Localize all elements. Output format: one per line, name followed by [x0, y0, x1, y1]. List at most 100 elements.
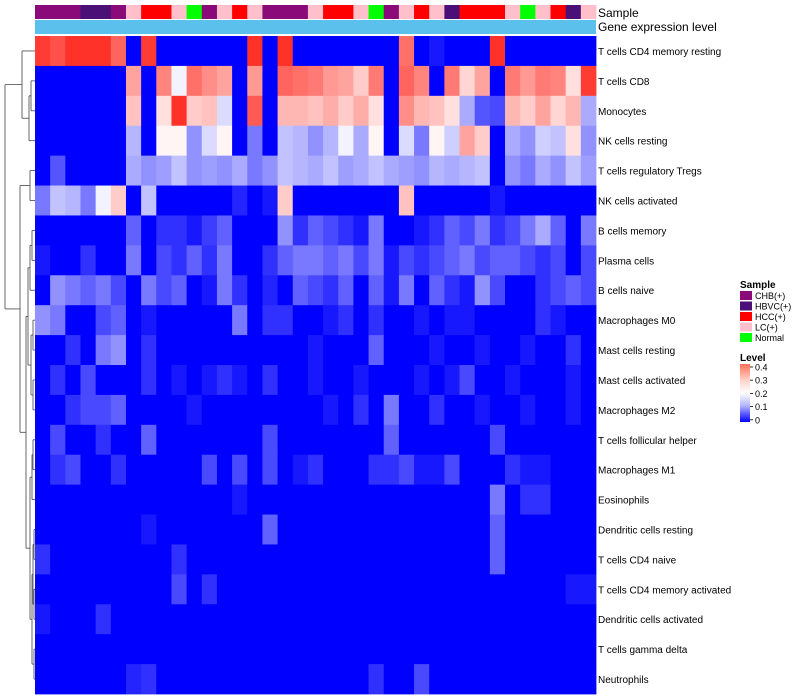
heatmap-cell [565, 36, 582, 67]
heatmap-cell [383, 514, 400, 545]
heatmap-cell [323, 335, 339, 366]
heatmap-cell [80, 305, 97, 336]
heatmap-cell [489, 484, 506, 515]
heatmap-cell [520, 65, 536, 97]
heatmap-cell [156, 65, 172, 97]
heatmap-cell [535, 664, 551, 695]
heatmap-cell [292, 335, 309, 366]
heatmap-cell [368, 275, 385, 306]
heatmap-cell [292, 664, 309, 695]
heatmap-cell [247, 424, 263, 456]
heatmap-cell [520, 424, 536, 456]
heatmap-cell [247, 185, 263, 216]
heatmap-cell [232, 245, 248, 276]
heatmap-cell [535, 394, 551, 426]
heatmap-cell [50, 454, 66, 486]
heatmap-cell [368, 664, 385, 695]
heatmap-cell [110, 604, 127, 635]
heatmap-cell [368, 245, 385, 276]
heatmap-cell [50, 36, 66, 67]
heatmap-cell [535, 305, 551, 336]
annotation-label-gene-expression: Gene expression level [598, 20, 717, 34]
heatmap-cell [459, 125, 476, 157]
heatmap-cell [65, 95, 81, 127]
heatmap-cell [50, 574, 66, 605]
heatmap-cell [292, 215, 309, 246]
heatmap-cell [125, 275, 142, 306]
row-labels: T cells CD4 memory resting T cells CD8 Mon… [598, 47, 731, 686]
heatmap-cell [216, 95, 233, 127]
heatmap-cell [65, 185, 81, 216]
heatmap-cell [156, 215, 172, 246]
heatmap-cell [277, 125, 294, 157]
heatmap-cell [429, 335, 445, 366]
heatmap-cell [141, 305, 157, 336]
heatmap-cell [125, 514, 142, 545]
heatmap-cell [125, 215, 142, 246]
heatmap-cell [232, 125, 248, 157]
heatmap-cell [474, 424, 491, 456]
heatmap-cell [550, 305, 567, 336]
heatmap-cell [550, 245, 567, 276]
heatmap-cell [520, 36, 536, 67]
heatmap-cell [398, 185, 415, 216]
heatmap-cell [50, 125, 66, 157]
heatmap-cell [505, 664, 521, 695]
heatmap-cell [247, 484, 263, 515]
heatmap-cell [307, 484, 324, 515]
heatmap-cell [80, 335, 97, 366]
heatmap-cell [338, 604, 354, 635]
heatmap-cell [232, 215, 248, 246]
heatmap-cell [383, 305, 400, 336]
heatmap-cell [353, 634, 369, 665]
heatmap-cell [171, 275, 188, 306]
heatmap-cell [474, 544, 491, 575]
row-label: Mast cells activated [598, 376, 685, 387]
heatmap-cell [141, 514, 157, 545]
heatmap-cell [277, 365, 294, 396]
heatmap-cell [580, 245, 597, 276]
heatmap-cell [35, 424, 51, 456]
heatmap-cell [307, 245, 324, 276]
heatmap-cell [444, 65, 460, 97]
heatmap-cell [489, 424, 506, 456]
heatmap-cell [186, 305, 203, 336]
heatmap-cell [307, 95, 324, 127]
heatmap-cell [277, 185, 294, 216]
heatmap-cell [550, 544, 567, 575]
heatmap-cell [398, 424, 415, 456]
heatmap-cell [171, 365, 188, 396]
heatmap-cell [474, 335, 491, 366]
heatmap-cell [520, 634, 536, 665]
heatmap-cell [35, 514, 51, 545]
heatmap-cell [398, 514, 415, 545]
heatmap-cell [65, 275, 81, 306]
heatmap-cell [444, 215, 460, 246]
heatmap-cell [201, 335, 218, 366]
heatmap-cell [474, 275, 491, 306]
heatmap-cell [292, 514, 309, 545]
row-label: Macrophages M2 [598, 406, 676, 417]
heatmap-cell [80, 454, 97, 486]
heatmap-cell [489, 305, 506, 336]
heatmap-cell [459, 185, 476, 216]
heatmap-cell [489, 514, 506, 545]
heatmap-cell [474, 454, 491, 486]
heatmap-cell [459, 365, 476, 396]
heatmap-cell [565, 574, 582, 605]
heatmap-cell [323, 634, 339, 665]
heatmap-cell [216, 245, 233, 276]
heatmap-cell [110, 424, 127, 456]
heatmap-cell [307, 544, 324, 575]
heatmap-cell [262, 544, 278, 575]
heatmap-cell [414, 544, 430, 575]
heatmap-cell [489, 365, 506, 396]
heatmap-cell [232, 394, 248, 426]
heatmap-cell [489, 95, 506, 127]
heatmap-cell [338, 305, 354, 336]
heatmap-cell [398, 95, 415, 127]
heatmap-cell [535, 65, 551, 97]
sample-annotation-cell [50, 5, 66, 19]
heatmap-cell [80, 36, 97, 67]
heatmap-cell [201, 185, 218, 216]
